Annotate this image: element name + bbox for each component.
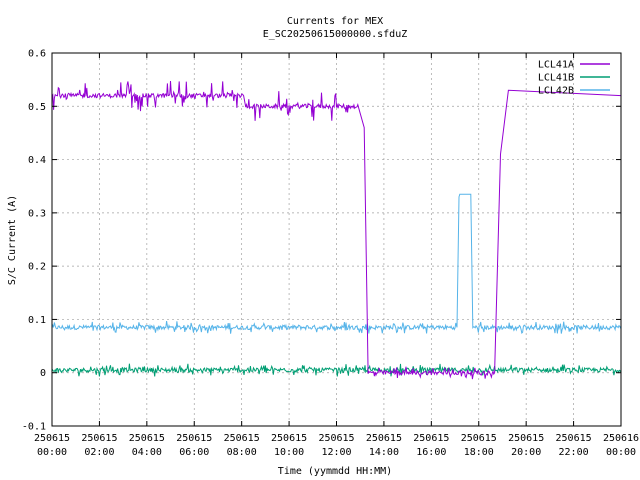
x-tick-date: 250615 — [34, 433, 70, 444]
x-tick-time: 10:00 — [274, 447, 304, 458]
x-tick-time: 02:00 — [84, 447, 114, 458]
y-tick-label: 0.3 — [28, 208, 46, 219]
y-tick-label: 0.6 — [28, 49, 46, 60]
x-tick-time: 18:00 — [464, 447, 494, 458]
series-line-lcl41b — [51, 363, 622, 377]
y-tick-label: 0.5 — [28, 102, 46, 113]
x-tick-date: 250615 — [224, 433, 260, 444]
x-tick-date: 250615 — [461, 433, 497, 444]
x-axis-label: Time (yymmdd HH:MM) — [278, 466, 392, 477]
x-tick-time: 04:00 — [132, 447, 162, 458]
x-tick-date: 250615 — [556, 433, 592, 444]
y-tick-label: 0.1 — [28, 315, 46, 326]
x-tick-time: 12:00 — [321, 447, 351, 458]
legend-label-lcl42b: LCL42B — [538, 86, 574, 97]
x-tick-date: 250615 — [129, 433, 165, 444]
legend-label-lcl41a: LCL41A — [538, 60, 574, 71]
x-tick-time: 06:00 — [179, 447, 209, 458]
x-tick-date: 250615 — [176, 433, 212, 444]
ticks: -0.1 0 0.1 0.2 0.3 0.4 0.5 0.6 250615 00:00 250615… — [22, 49, 639, 459]
series-layer — [51, 80, 622, 380]
legend: LCL41A LCL41B LCL42B — [538, 60, 610, 97]
x-tick-time: 20:00 — [511, 447, 541, 458]
x-tick-time: 00:00 — [606, 447, 636, 458]
y-tick-label: 0.2 — [28, 262, 46, 273]
x-tick-date: 250615 — [366, 433, 402, 444]
chart-subtitle: E_SC20250615000000.sfduZ — [263, 29, 408, 40]
y-tick-label: -0.1 — [22, 422, 46, 433]
y-tick-label: 0 — [40, 368, 46, 379]
x-tick-date: 250615 — [271, 433, 307, 444]
x-tick-date: 250615 — [81, 433, 117, 444]
y-tick-label: 0.4 — [28, 155, 46, 166]
x-tick-time: 08:00 — [227, 447, 257, 458]
series-line-lcl41a — [51, 80, 622, 380]
x-tick-time: 16:00 — [416, 447, 446, 458]
x-tick-time: 00:00 — [37, 447, 67, 458]
x-tick-time: 14:00 — [369, 447, 399, 458]
x-tick-date: 250615 — [508, 433, 544, 444]
x-tick-date: 250616 — [603, 433, 639, 444]
x-tick-time: 22:00 — [559, 447, 589, 458]
legend-label-lcl41b: LCL41B — [538, 73, 574, 84]
y-axis-label: S/C Current (A) — [7, 195, 18, 285]
x-tick-date: 250615 — [413, 433, 449, 444]
x-tick-date: 250615 — [318, 433, 354, 444]
chart-title: Currents for MEX — [287, 16, 383, 27]
series-line-lcl42b — [51, 193, 622, 334]
